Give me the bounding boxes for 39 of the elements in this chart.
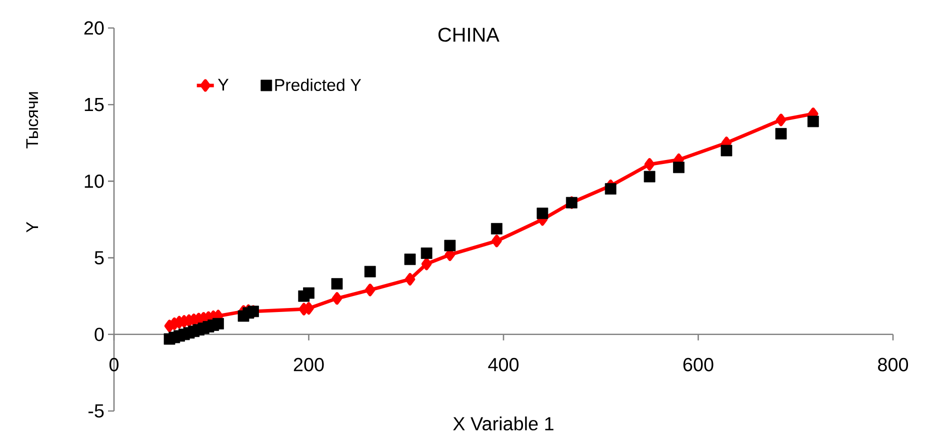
point <box>492 234 502 248</box>
point <box>212 318 224 330</box>
point <box>720 144 732 156</box>
x-tick-label: 0 <box>109 358 119 372</box>
x-tick-label: 600 <box>683 358 714 372</box>
y-tick-label: 10 <box>84 174 104 188</box>
point <box>444 240 456 252</box>
legend-label: Predicted Y <box>275 78 362 92</box>
y-tick-label: 5 <box>94 251 104 264</box>
point <box>776 114 786 126</box>
point <box>364 266 376 278</box>
x-tick-label: 400 <box>488 358 519 372</box>
y-tick-label: -5 <box>88 404 104 418</box>
chart-title: CHINA <box>438 28 500 42</box>
y-tick-label: 15 <box>84 98 104 112</box>
point <box>490 222 502 234</box>
point <box>673 162 684 174</box>
y-axis-title: Y <box>26 222 38 232</box>
point <box>404 254 416 266</box>
x-axis-title: X Variable 1 <box>453 416 554 430</box>
point <box>644 158 655 171</box>
x-tick-label: 200 <box>294 358 324 372</box>
point <box>536 208 548 220</box>
point <box>303 287 314 299</box>
point <box>364 284 376 296</box>
point <box>775 128 787 140</box>
point <box>420 248 432 259</box>
legend-label: Y <box>218 78 229 91</box>
x-tick-label: 800 <box>878 358 908 372</box>
point <box>421 258 432 270</box>
y-tick-label: 0 <box>94 328 104 342</box>
y-tick-label: 20 <box>84 21 104 35</box>
point <box>331 278 343 290</box>
point <box>404 272 416 286</box>
point <box>604 183 616 195</box>
point <box>807 116 819 128</box>
point <box>644 170 656 182</box>
text: Тысячи <box>26 92 38 148</box>
point <box>332 292 342 305</box>
